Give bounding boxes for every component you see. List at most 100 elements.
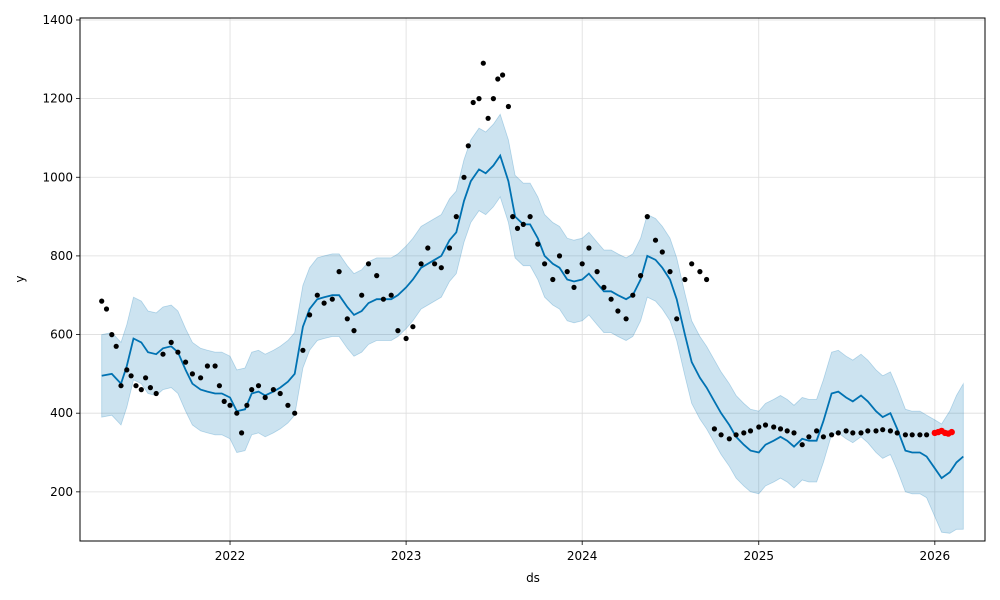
observed-point	[227, 402, 233, 408]
observed-point	[726, 436, 732, 442]
observed-point	[659, 249, 665, 255]
observed-point	[829, 432, 835, 438]
observed-point	[168, 339, 174, 345]
observed-point	[99, 298, 105, 304]
observed-point	[432, 261, 438, 267]
observed-point	[336, 269, 342, 275]
observed-point	[410, 324, 416, 330]
observed-point	[644, 214, 650, 220]
observed-point	[814, 428, 820, 434]
observed-point	[608, 296, 614, 302]
observed-point	[917, 432, 923, 438]
observed-point	[244, 402, 250, 408]
x-axis-title: ds	[526, 571, 540, 585]
observed-point	[285, 402, 291, 408]
observed-point	[374, 273, 380, 279]
observed-point	[652, 237, 659, 243]
observed-point	[418, 261, 424, 267]
observed-point	[510, 214, 516, 220]
observed-point	[777, 426, 784, 432]
plot-frame	[79, 17, 986, 542]
observed-point	[147, 385, 153, 391]
observed-point	[682, 276, 688, 283]
observed-point	[924, 432, 930, 438]
observed-point	[216, 383, 222, 389]
observed-point	[365, 261, 372, 267]
highlighted-points	[931, 427, 955, 437]
observed-point	[470, 99, 476, 106]
observed-point	[741, 430, 747, 436]
x-tick-label: 2022	[215, 549, 246, 563]
observed-point	[461, 174, 467, 180]
observed-point	[307, 312, 313, 318]
observed-point	[667, 269, 673, 275]
x-tick-label: 2023	[391, 549, 422, 563]
y-tick-label: 1400	[42, 13, 73, 27]
observed-point	[143, 375, 149, 381]
observed-point	[160, 351, 166, 357]
observed-point	[485, 115, 491, 121]
observed-point	[762, 422, 769, 428]
observed-point	[138, 387, 144, 393]
observed-point	[453, 214, 459, 220]
observed-point	[835, 430, 841, 436]
observed-point	[277, 390, 283, 397]
observed-point	[711, 426, 718, 432]
y-axis: 200 400 600 800 1000 1200 1400	[42, 13, 80, 499]
y-tick-label: 600	[50, 328, 73, 342]
observed-point	[198, 375, 204, 381]
observed-point	[520, 221, 526, 227]
observed-point	[542, 261, 548, 267]
y-axis-title: y	[13, 275, 27, 282]
observed-point	[594, 269, 600, 275]
observed-point	[351, 328, 357, 334]
observed-point	[500, 72, 506, 78]
observed-point	[858, 430, 864, 436]
observed-point	[329, 296, 335, 302]
observed-point	[697, 269, 703, 275]
observed-point	[623, 316, 629, 322]
x-tick-label: 2024	[567, 549, 598, 563]
observed-point	[388, 292, 394, 298]
observed-point	[791, 430, 797, 436]
observed-point	[124, 367, 130, 373]
observed-point	[314, 292, 320, 298]
observed-point	[909, 432, 915, 438]
observed-point	[527, 214, 533, 220]
observed-point	[113, 343, 119, 349]
observed-point	[733, 432, 739, 438]
observed-point	[255, 383, 262, 389]
observed-point	[550, 276, 556, 283]
observed-point	[747, 428, 754, 434]
observed-point	[514, 225, 521, 231]
observed-point	[887, 428, 894, 434]
observed-point	[806, 434, 812, 440]
observed-point	[865, 428, 871, 434]
gridlines	[80, 18, 985, 541]
observed-point	[756, 424, 762, 430]
observed-point	[820, 434, 827, 440]
x-tick-label: 2026	[920, 549, 951, 563]
observed-point	[403, 335, 409, 342]
y-tick-label: 200	[50, 485, 73, 499]
observed-point	[689, 261, 695, 267]
observed-point	[564, 269, 570, 275]
observed-point	[109, 332, 115, 338]
observed-point	[873, 428, 879, 434]
observed-point	[128, 373, 134, 379]
observed-point	[638, 273, 644, 279]
x-axis: 2022 2023 2024 2025 2026	[215, 541, 950, 563]
observed-point	[579, 261, 585, 267]
observed-point	[359, 292, 365, 298]
observed-point	[704, 276, 710, 283]
observed-point	[438, 265, 444, 271]
observed-point	[850, 430, 856, 436]
observed-point	[133, 383, 139, 389]
observed-point	[476, 96, 482, 102]
observed-point	[630, 292, 636, 298]
x-tick-label: 2025	[743, 549, 774, 563]
observed-point	[535, 241, 541, 247]
observed-point	[239, 430, 245, 436]
observed-point	[446, 245, 453, 251]
